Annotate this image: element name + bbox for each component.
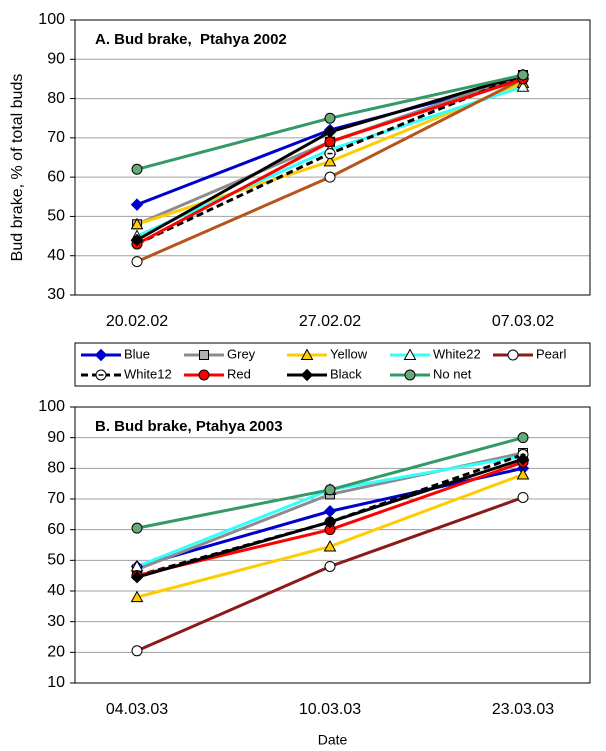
- x-tick-label: 07.03.02: [492, 313, 554, 330]
- point-marker: [323, 154, 337, 167]
- legend-marker: [507, 349, 519, 361]
- point-marker: [323, 515, 337, 529]
- legend-label: No net: [433, 366, 472, 381]
- y-tick-label: 90: [47, 429, 65, 446]
- point-marker: [516, 80, 530, 92]
- legend-marker: [198, 369, 210, 381]
- point-marker: [131, 522, 143, 534]
- point-marker: [323, 125, 337, 139]
- x-tick-label: 04.03.03: [106, 701, 168, 718]
- y-tick-label: 50: [47, 208, 65, 225]
- point-marker: [131, 256, 143, 268]
- y-tick-label: 10: [47, 674, 65, 691]
- legend-marker: [199, 350, 209, 360]
- y-tick-label: 50: [47, 552, 65, 569]
- legend-marker: [94, 348, 108, 362]
- legend-marker: [404, 369, 416, 381]
- point-marker: [516, 467, 530, 480]
- y-tick-label: 60: [47, 168, 65, 185]
- point-marker: [130, 217, 144, 230]
- x-tick-label: 20.02.02: [106, 313, 168, 330]
- y-tick-label: 20: [47, 644, 65, 661]
- point-marker: [324, 171, 336, 183]
- y-tick-label: 40: [47, 247, 65, 264]
- y-tick-label: 70: [47, 129, 65, 146]
- legend-box: [74, 342, 591, 387]
- point-marker: [517, 69, 529, 81]
- point-marker: [131, 163, 143, 175]
- point-marker: [130, 233, 144, 247]
- legend-label: White22: [433, 346, 481, 361]
- y-tick-label: 40: [47, 582, 65, 599]
- legend-label: Yellow: [330, 346, 368, 361]
- legend-label: Grey: [227, 346, 256, 361]
- point-marker: [131, 645, 143, 657]
- point-marker: [324, 136, 336, 148]
- legend-label: Red: [227, 366, 251, 381]
- point-marker: [517, 432, 529, 444]
- y-tick-label: 30: [47, 613, 65, 630]
- point-marker: [130, 570, 144, 584]
- y-tick-label: 80: [47, 460, 65, 477]
- legend-marker: [300, 368, 314, 382]
- panel-title: B. Bud brake, Ptahya 2003: [95, 418, 283, 435]
- point-marker: [323, 539, 337, 552]
- legend-label: White12: [124, 366, 172, 381]
- point-marker: [516, 452, 530, 466]
- point-marker: [324, 560, 336, 572]
- y-tick-label: 100: [38, 11, 65, 28]
- y-tick-label: 30: [47, 286, 65, 303]
- y-tick-label: 90: [47, 51, 65, 68]
- y-tick-label: 70: [47, 490, 65, 507]
- x-tick-label: 10.03.03: [299, 701, 361, 718]
- point-marker: [324, 112, 336, 124]
- point-marker: [130, 590, 144, 603]
- y-tick-label: 60: [47, 521, 65, 538]
- legend-label: Black: [330, 366, 362, 381]
- panel-title: A. Bud brake, Ptahya 2002: [95, 31, 287, 48]
- y-axis-label: Bud brake, % of total buds: [9, 74, 26, 262]
- legend-label: Pearl: [536, 346, 566, 361]
- point-marker: [517, 491, 529, 503]
- y-tick-label: 80: [47, 90, 65, 107]
- x-tick-label: 23.03.03: [492, 701, 554, 718]
- legend-marker: [300, 348, 314, 360]
- legend-label: Blue: [124, 346, 150, 361]
- y-tick-label: 100: [38, 398, 65, 415]
- point-marker: [324, 484, 336, 496]
- point-marker: [130, 198, 144, 211]
- x-axis-label: Date: [318, 732, 348, 748]
- x-tick-label: 27.02.02: [299, 313, 361, 330]
- plot-frame: [74, 406, 591, 684]
- legend-marker: [403, 348, 417, 360]
- plot-frame: [74, 19, 591, 296]
